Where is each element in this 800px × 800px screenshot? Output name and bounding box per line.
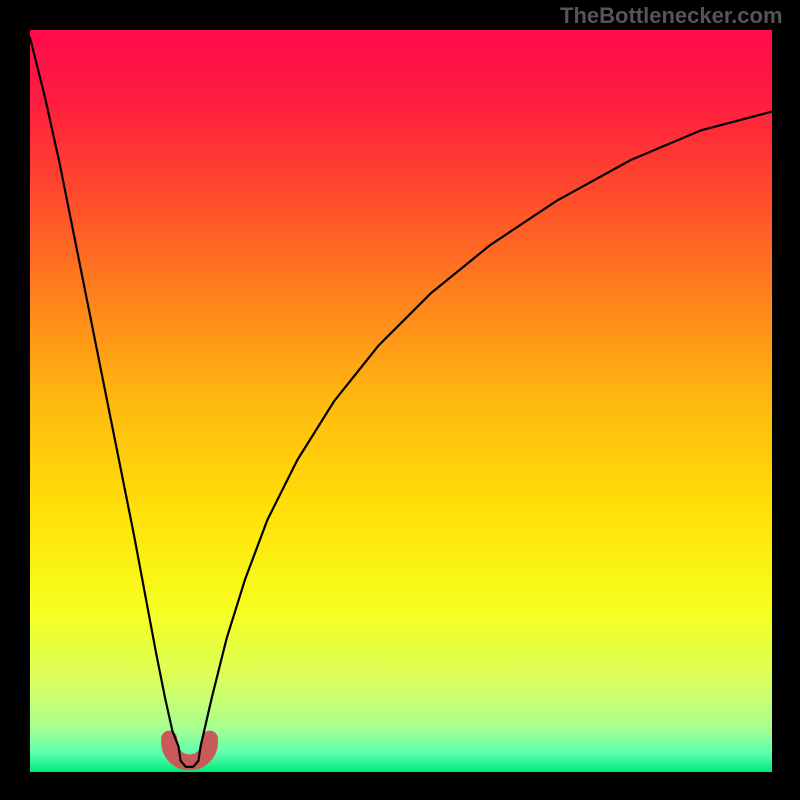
plot-area: [30, 30, 772, 772]
plot-svg: [30, 30, 772, 772]
watermark-label: TheBottlenecker.com: [560, 3, 783, 29]
chart-root: TheBottlenecker.com: [0, 0, 800, 800]
plot-background: [30, 30, 772, 772]
